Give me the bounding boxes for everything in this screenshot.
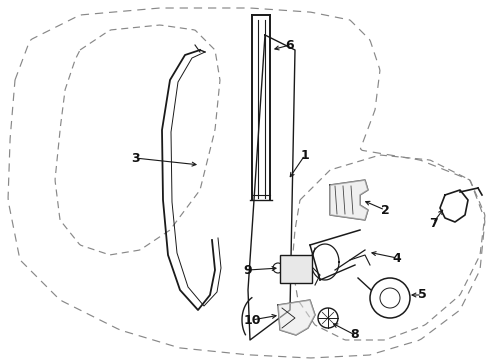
- Bar: [280, 255, 312, 283]
- Text: 2: 2: [381, 203, 390, 216]
- Text: 5: 5: [417, 288, 426, 302]
- Polygon shape: [330, 180, 368, 220]
- Text: 4: 4: [392, 252, 401, 265]
- Text: 9: 9: [244, 264, 252, 276]
- Text: 3: 3: [131, 152, 139, 165]
- Text: 8: 8: [351, 328, 359, 342]
- Text: 6: 6: [286, 39, 294, 51]
- Text: 10: 10: [243, 314, 261, 327]
- Text: 7: 7: [429, 216, 438, 230]
- Text: 1: 1: [301, 149, 309, 162]
- Polygon shape: [278, 300, 315, 335]
